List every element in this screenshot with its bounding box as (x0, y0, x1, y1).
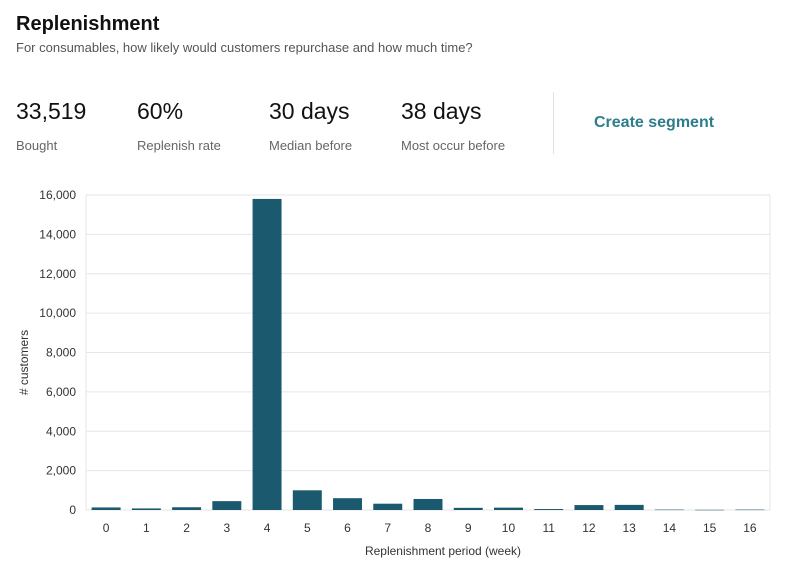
bar-week-0 (91, 507, 121, 510)
bar-week-9 (453, 507, 483, 510)
bar-week-12 (574, 505, 604, 510)
stat-most-occur-before: 38 days Most occur before (401, 96, 505, 153)
x-tick-label: 9 (465, 521, 472, 535)
x-tick-label: 2 (183, 521, 190, 535)
x-tick-label: 3 (223, 521, 230, 535)
stats-divider (553, 92, 554, 154)
y-tick-label: 10,000 (39, 306, 76, 320)
stat-label: Bought (16, 138, 58, 153)
x-tick-label: 13 (622, 521, 636, 535)
stat-value: 38 days (401, 98, 482, 124)
y-tick-label: 4,000 (46, 424, 76, 438)
replenishment-bar-chart: 0 2,000 4,000 6,000 8,000 10,000 12,000 14,000 1… (17, 188, 771, 558)
x-tick-label: 4 (264, 521, 271, 535)
x-tick-label: 0 (103, 521, 110, 535)
bar-week-10 (493, 507, 523, 510)
stat-value: 60% (137, 98, 184, 124)
bar-week-1 (131, 508, 161, 510)
bar-week-6 (333, 498, 363, 510)
x-tick-label: 14 (663, 521, 677, 535)
x-tick-label: 10 (502, 521, 516, 535)
bar-week-7 (373, 503, 403, 510)
create-segment-link[interactable]: Create segment (594, 114, 715, 131)
y-tick-label: 0 (69, 503, 76, 517)
stat-replenish-rate: 60% Replenish rate (137, 96, 221, 153)
x-tick-label: 7 (384, 521, 391, 535)
x-tick-label: 5 (304, 521, 311, 535)
x-axis-title: Replenishment period (week) (365, 544, 521, 558)
header: Replenishment For consumables, how likel… (16, 10, 473, 55)
page-subtitle: For consumables, how likely would custom… (16, 40, 473, 55)
y-tick-label: 14,000 (39, 227, 76, 241)
bar-week-11 (534, 509, 564, 510)
x-tick-label: 16 (743, 521, 757, 535)
stat-value: 33,519 (16, 98, 87, 124)
page-title: Replenishment (16, 13, 160, 35)
bar-week-3 (212, 501, 242, 510)
x-tick-label: 15 (703, 521, 717, 535)
bar-week-13 (614, 504, 644, 510)
stat-label: Median before (269, 138, 353, 153)
x-tick-label: 6 (344, 521, 351, 535)
stat-bought: 33,519 Bought (16, 96, 86, 153)
bar-week-16 (735, 509, 765, 511)
y-axis-title: # customers (17, 330, 31, 395)
x-tick-label: 11 (542, 521, 555, 535)
bar-week-5 (292, 490, 322, 510)
stat-median-before: 30 days Median before (269, 96, 352, 153)
x-tick-label: 1 (143, 521, 150, 535)
stat-label: Replenish rate (137, 138, 221, 153)
y-tick-label: 2,000 (46, 464, 76, 478)
y-tick-label: 16,000 (39, 188, 76, 202)
x-tick-label: 8 (425, 521, 432, 535)
stats-row: 33,519 Bought 60% Replenish rate 30 days… (16, 92, 796, 156)
bar-week-14 (654, 509, 684, 511)
stat-label: Most occur before (401, 138, 506, 153)
stat-value: 30 days (269, 98, 350, 124)
y-tick-label: 6,000 (46, 385, 76, 399)
y-tick-label: 12,000 (39, 267, 76, 281)
bar-week-15 (695, 509, 725, 511)
bar-week-2 (172, 507, 202, 510)
bar-week-4 (252, 198, 282, 510)
x-tick-label: 12 (582, 521, 596, 535)
bar-week-8 (413, 498, 443, 510)
y-tick-label: 8,000 (46, 346, 76, 360)
